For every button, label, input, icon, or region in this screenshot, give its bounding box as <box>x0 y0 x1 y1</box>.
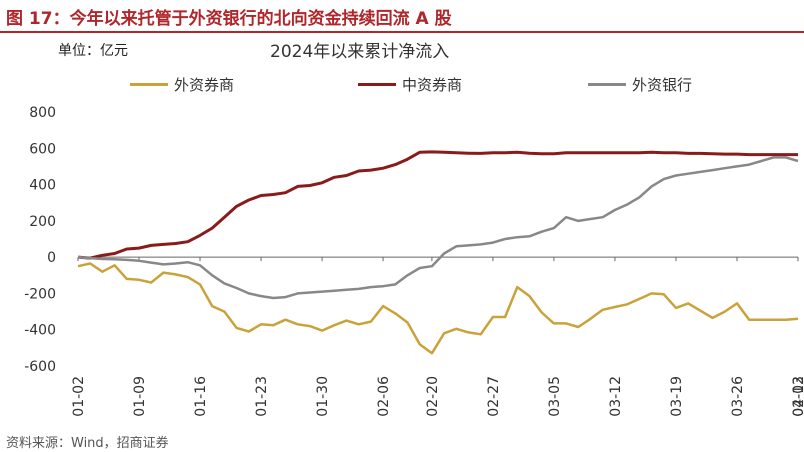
chart-title: 2024年以来累计净流入 <box>270 42 450 62</box>
legend-item-chinese-brokers: 中资券商 <box>358 74 462 95</box>
x-tick-label: 01-09 <box>132 376 148 417</box>
x-tick-label: 01-16 <box>193 376 209 417</box>
y-tick-label: 800 <box>29 105 56 121</box>
x-tick-label: 03-12 <box>608 376 624 417</box>
series-line-foreign-banks <box>77 156 799 300</box>
legend-item-foreign-brokers: 外资券商 <box>130 74 234 95</box>
y-tick-label: 200 <box>29 214 56 230</box>
x-tick-label: 04-02 <box>791 376 804 417</box>
x-tick-label: 02-20 <box>425 376 441 417</box>
legend-label-foreign-brokers: 外资券商 <box>174 76 235 94</box>
x-tick-label: 01-02 <box>71 376 87 417</box>
x-tick-label: 01-23 <box>254 376 270 417</box>
x-tick-label: 03-26 <box>730 376 746 417</box>
legend-swatch-foreign-brokers <box>130 83 168 86</box>
unit-label: 单位：亿元 <box>58 43 128 59</box>
title-divider <box>0 31 804 33</box>
x-tick-label: 02-13 <box>791 376 804 417</box>
series-line-chinese-brokers <box>77 150 798 260</box>
source-note: 资料来源：Wind，招商证券 <box>6 436 169 451</box>
y-tick-label: -200 <box>24 286 56 302</box>
x-tick-label: 01-30 <box>315 376 331 417</box>
legend-label-chinese-brokers: 中资券商 <box>402 76 463 94</box>
y-tick-label: 600 <box>29 141 56 157</box>
y-tick-label: 0 <box>47 250 56 266</box>
y-tick-label: -400 <box>24 323 56 339</box>
x-tick-label: 02-06 <box>376 376 392 417</box>
legend-swatch-foreign-banks <box>588 83 626 86</box>
legend: 外资券商 中资券商 外资银行 <box>0 70 804 100</box>
y-tick-label: -600 <box>24 359 56 375</box>
series-line-foreign-brokers <box>77 262 799 355</box>
x-tick-label: 03-05 <box>547 376 563 417</box>
legend-swatch-chinese-brokers <box>358 83 396 86</box>
y-tick-label: 400 <box>29 178 56 194</box>
legend-label-foreign-banks: 外资银行 <box>632 76 693 94</box>
legend-item-foreign-banks: 外资银行 <box>588 74 692 95</box>
x-tick-label: 02-27 <box>486 376 502 417</box>
x-tick-label: 03-19 <box>669 376 685 417</box>
figure-title: 图 17：今年以来托管于外资银行的北向资金持续回流 A 股 <box>6 9 452 29</box>
